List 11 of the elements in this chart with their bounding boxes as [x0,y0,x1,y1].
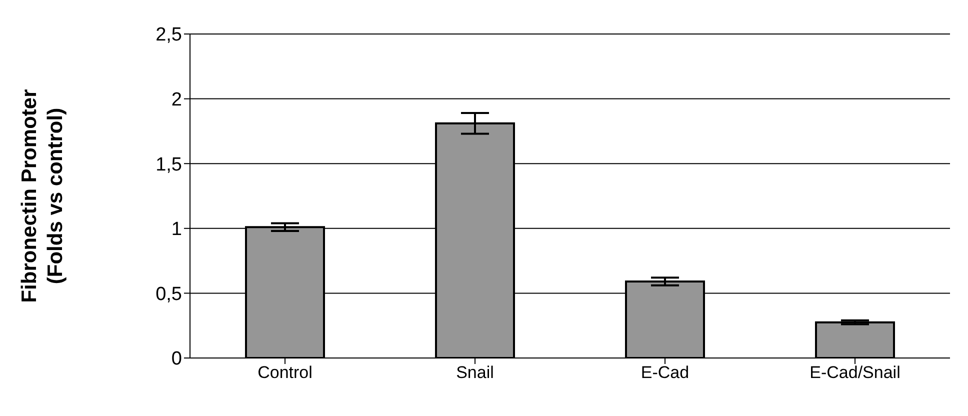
y-tick-label: 2 [171,90,182,111]
y-tick-label: 0,5 [156,284,182,305]
y-tick-label: 1,5 [156,154,182,176]
y-axis-title: Fibronectin Promoter (Folds vs control) [18,89,67,303]
x-tick-label: Snail [456,363,494,382]
x-tick-label: Control [258,363,312,382]
x-tick-label: E-Cad [640,363,690,382]
x-tick-label: E-Cad/Snail [810,363,900,382]
y-tick-label: 0 [171,348,182,370]
y-tick-label: 1 [171,219,182,240]
y-tick-label: 2,5 [156,24,182,46]
